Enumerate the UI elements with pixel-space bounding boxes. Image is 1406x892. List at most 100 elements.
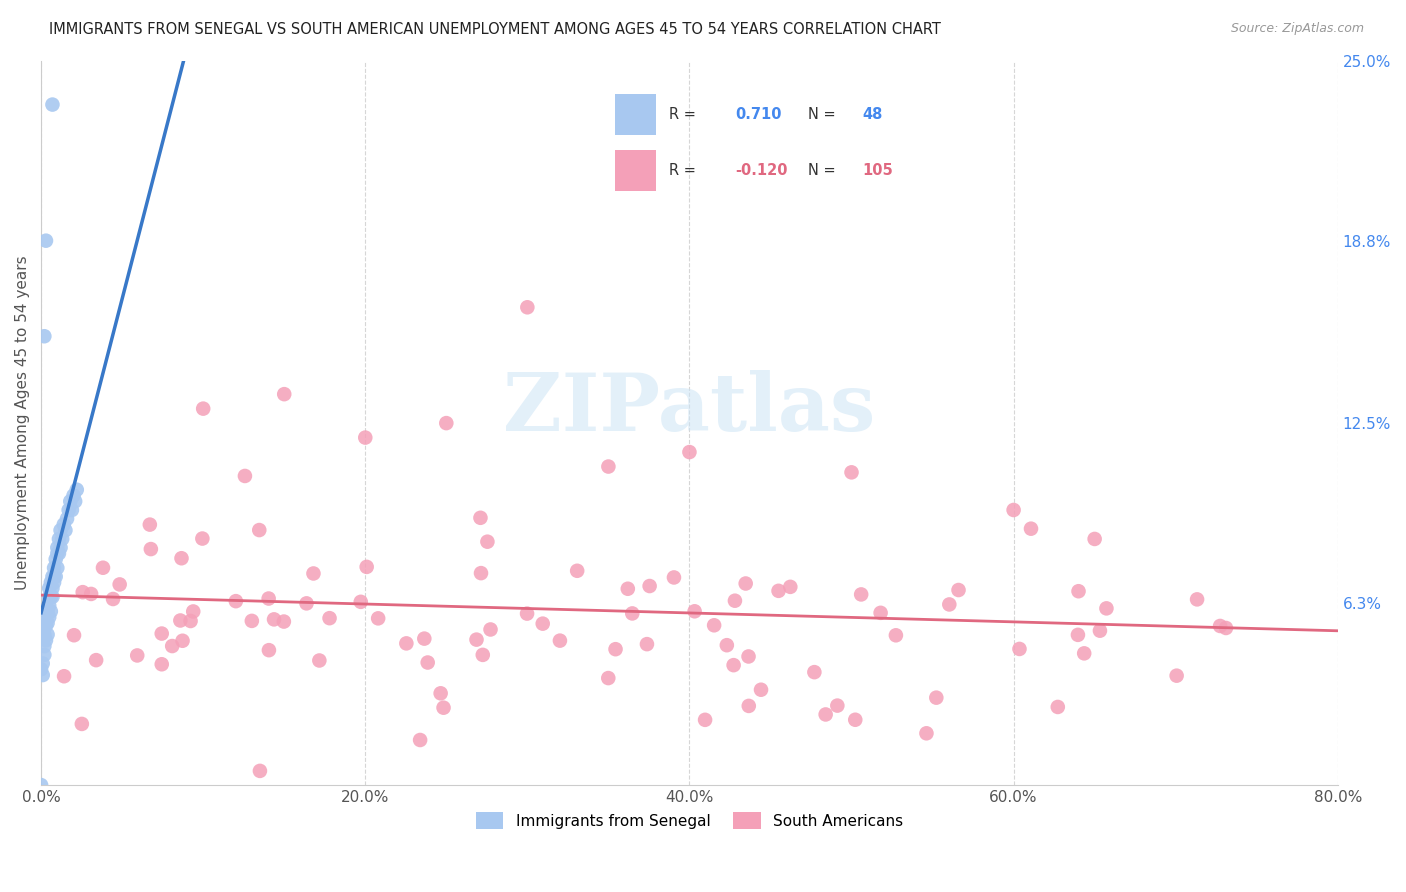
Point: [240, 614, 263, 628]
Point: [37, 615, 59, 630]
Point: [395, 636, 418, 650]
Point: [1067, 628, 1090, 642]
Point: [844, 713, 866, 727]
Point: [738, 698, 761, 713]
Point: [356, 560, 378, 574]
Point: [35, 619, 58, 633]
Point: [191, 532, 214, 546]
Point: [31, 657, 53, 671]
Point: [35, 633, 58, 648]
Point: [38, 599, 60, 613]
Point: [367, 611, 389, 625]
Point: [51, 532, 73, 546]
Point: [598, 671, 620, 685]
Point: [150, 657, 173, 672]
Point: [41, 581, 63, 595]
Point: [318, 611, 340, 625]
Point: [548, 633, 571, 648]
Point: [257, 591, 280, 606]
Point: [46, 541, 69, 555]
Point: [30, 778, 52, 792]
Point: [598, 459, 620, 474]
Point: [1046, 700, 1069, 714]
Point: [34, 627, 56, 641]
Point: [62, 489, 84, 503]
Text: Source: ZipAtlas.com: Source: ZipAtlas.com: [1230, 22, 1364, 36]
Point: [737, 649, 759, 664]
Point: [567, 564, 589, 578]
Point: [38, 590, 60, 604]
Point: [429, 686, 451, 700]
Point: [470, 510, 492, 524]
Point: [1095, 601, 1118, 615]
Point: [233, 469, 256, 483]
Point: [636, 637, 658, 651]
Point: [516, 607, 538, 621]
Point: [471, 648, 494, 662]
Point: [63, 628, 86, 642]
Point: [63, 494, 86, 508]
Point: [39, 590, 62, 604]
Point: [45, 569, 67, 583]
Point: [516, 300, 538, 314]
Point: [827, 698, 849, 713]
Point: [72, 585, 94, 599]
Point: [56, 511, 79, 525]
Point: [662, 570, 685, 584]
Point: [139, 517, 162, 532]
Point: [37, 604, 59, 618]
Text: ZIPatlas: ZIPatlas: [503, 369, 876, 448]
Point: [38, 581, 60, 595]
Point: [80, 587, 103, 601]
Point: [413, 632, 436, 646]
Point: [41, 569, 63, 583]
Point: [39, 604, 62, 618]
Point: [1185, 592, 1208, 607]
Point: [46, 561, 69, 575]
Point: [49, 541, 72, 555]
Point: [724, 593, 747, 607]
Point: [273, 387, 295, 401]
Point: [1073, 646, 1095, 660]
Point: [409, 733, 432, 747]
Point: [55, 523, 77, 537]
Point: [172, 633, 194, 648]
Point: [678, 445, 700, 459]
Point: [34, 329, 56, 343]
Point: [683, 604, 706, 618]
Point: [354, 431, 377, 445]
Point: [170, 551, 193, 566]
Point: [41, 97, 63, 112]
Point: [693, 713, 716, 727]
Point: [42, 569, 65, 583]
Point: [59, 494, 82, 508]
Point: [479, 623, 502, 637]
Point: [465, 632, 488, 647]
Point: [308, 653, 330, 667]
Point: [1067, 584, 1090, 599]
Point: [1166, 668, 1188, 682]
Point: [45, 552, 67, 566]
Point: [181, 604, 204, 618]
Point: [814, 707, 837, 722]
Point: [723, 658, 745, 673]
Point: [108, 577, 131, 591]
Point: [884, 628, 907, 642]
Point: [42, 575, 65, 590]
Point: [91, 560, 114, 574]
Point: [150, 626, 173, 640]
Point: [841, 466, 863, 480]
Point: [470, 566, 492, 581]
Point: [531, 616, 554, 631]
Point: [70, 717, 93, 731]
Point: [295, 596, 318, 610]
Point: [53, 669, 76, 683]
Point: [477, 534, 499, 549]
Point: [605, 642, 627, 657]
Y-axis label: Unemployment Among Ages 45 to 54 years: Unemployment Among Ages 45 to 54 years: [15, 256, 30, 591]
Point: [703, 618, 725, 632]
Point: [247, 523, 270, 537]
Legend: Immigrants from Senegal, South Americans: Immigrants from Senegal, South Americans: [470, 805, 910, 836]
Point: [749, 682, 772, 697]
Point: [803, 665, 825, 680]
